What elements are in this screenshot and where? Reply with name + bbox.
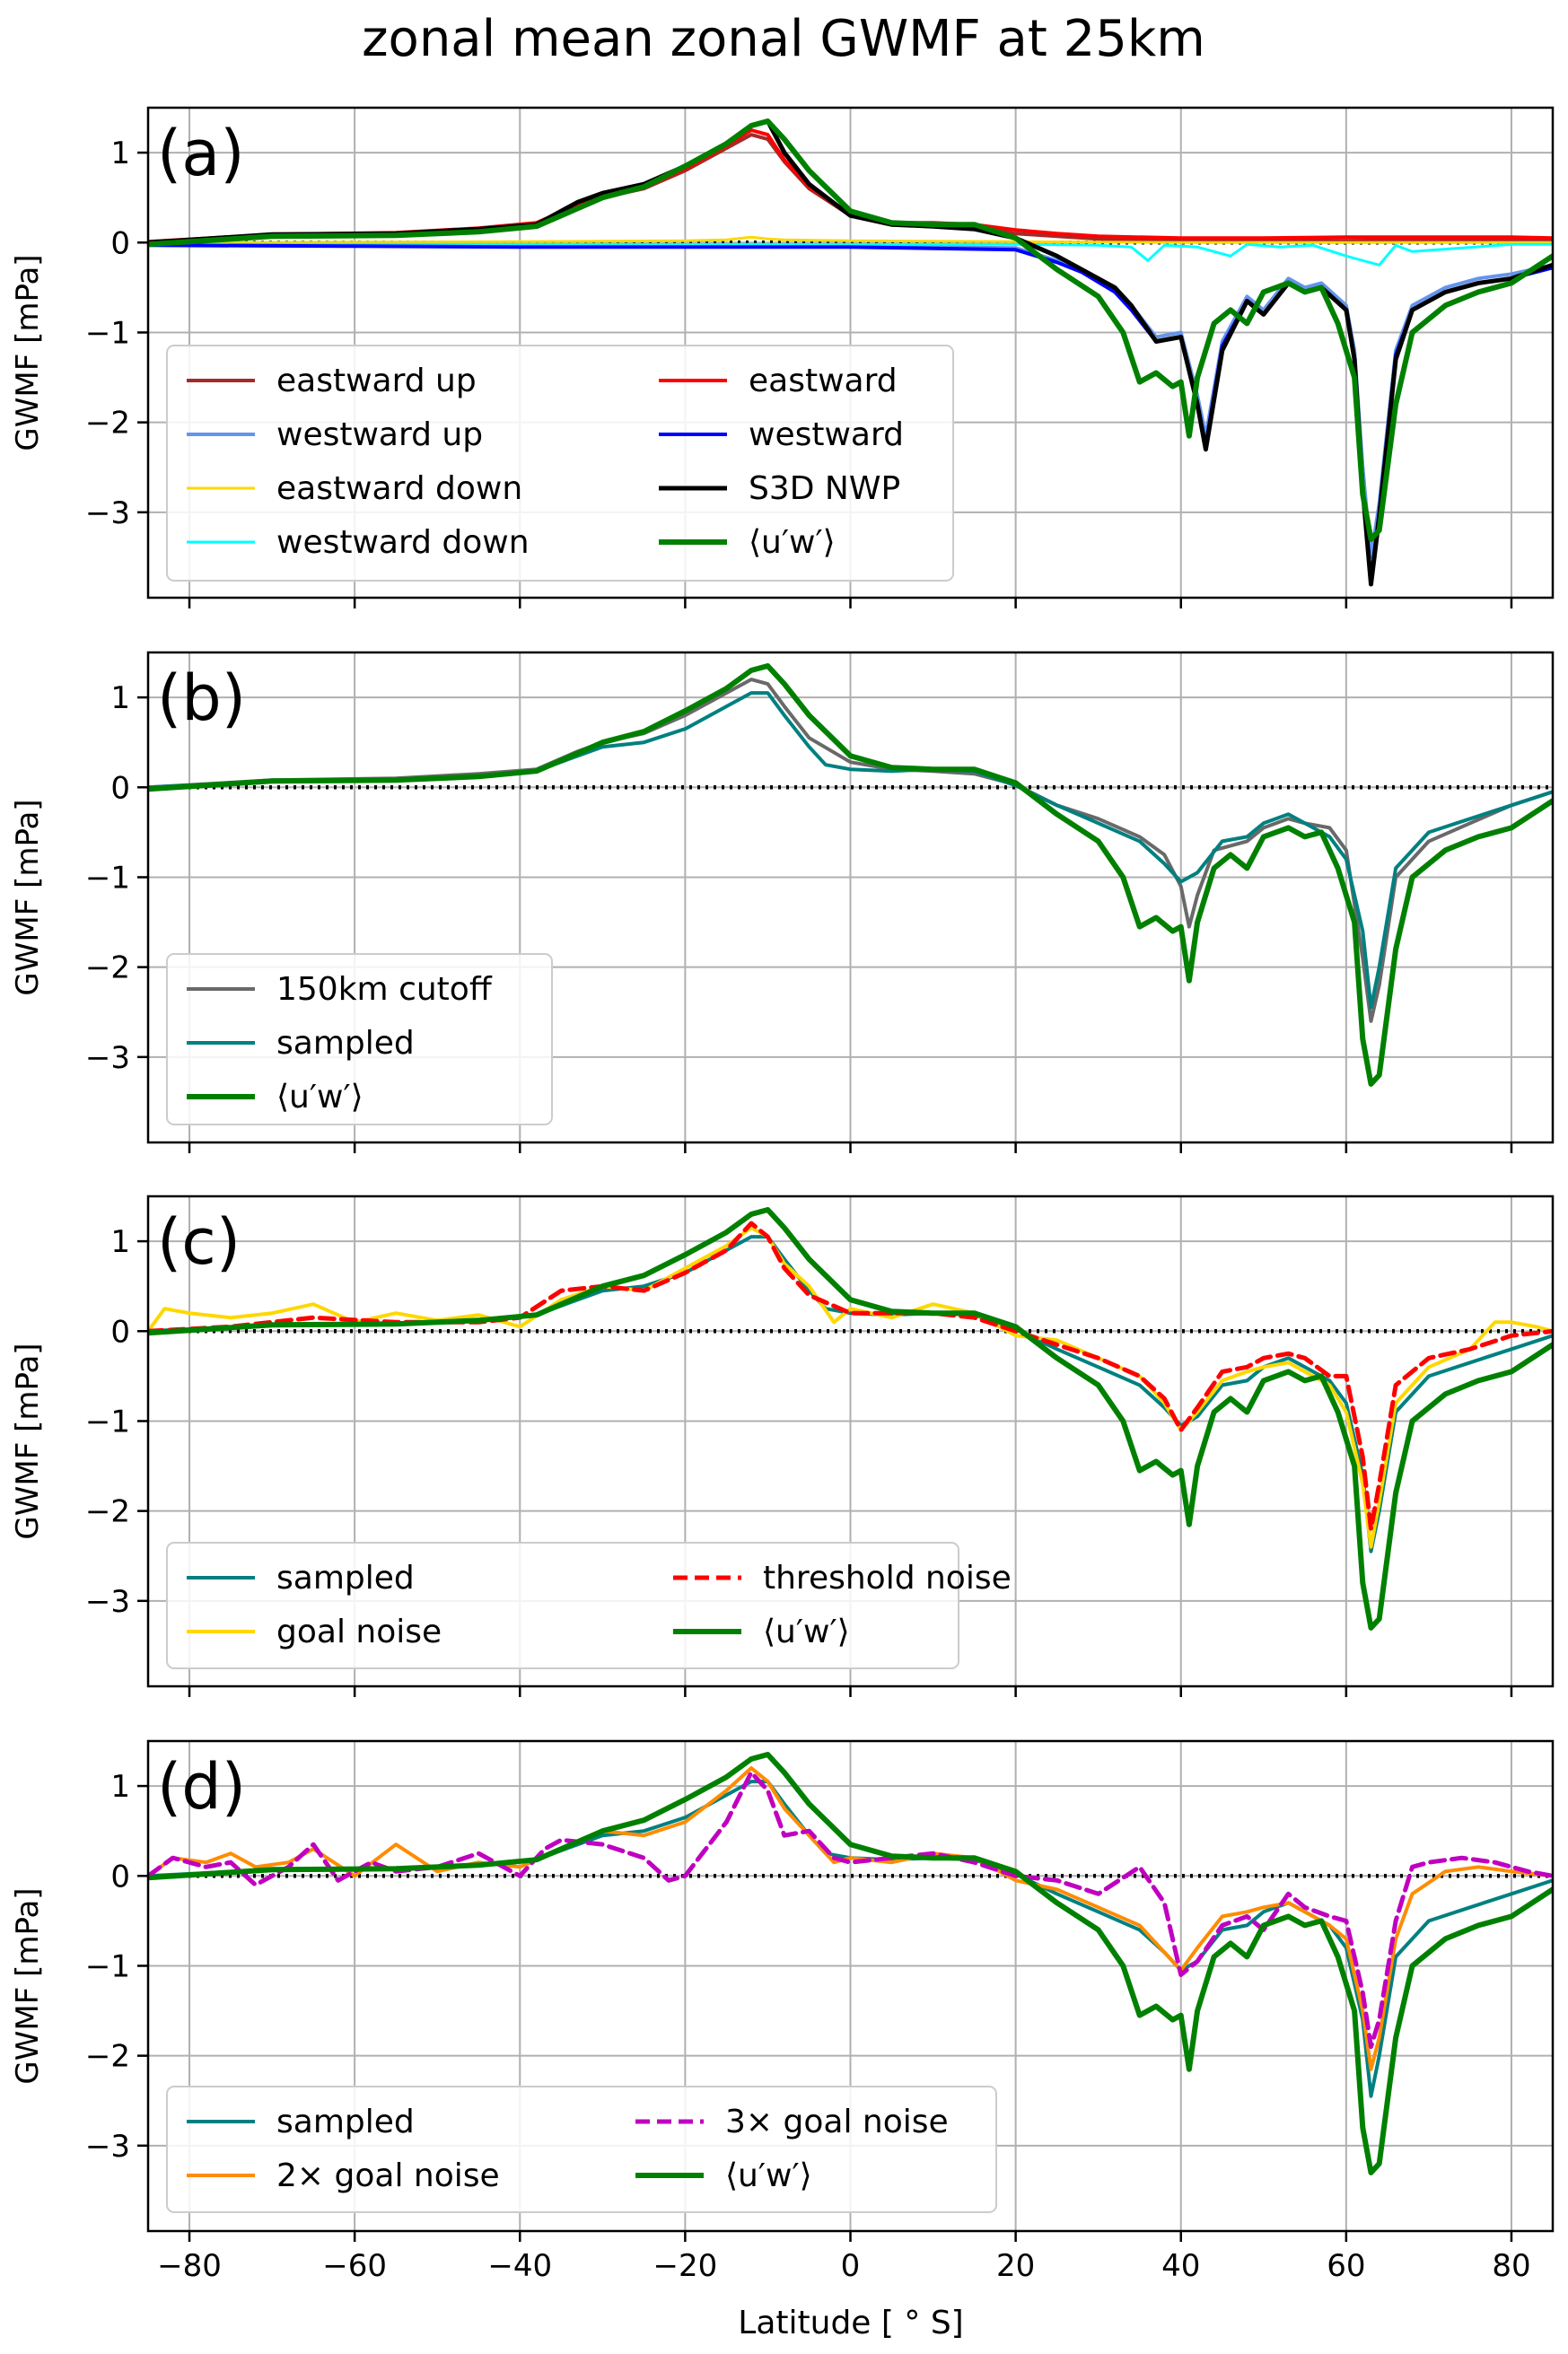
y-tick-label: 0	[110, 1859, 130, 1895]
panel-label: (b)	[157, 661, 246, 735]
series-group	[148, 1752, 1553, 2175]
legend-label: sampled	[276, 1025, 415, 1062]
y-tick-label: −2	[85, 950, 130, 986]
y-tick-label: 0	[110, 770, 130, 806]
legend-label: westward up	[276, 416, 483, 453]
series-line-4	[148, 1207, 1553, 1631]
y-tick-label: 1	[110, 1224, 130, 1260]
series-line-2	[148, 691, 1553, 1010]
y-tick-label: 1	[110, 1769, 130, 1805]
legend-label: ⟨u′w′⟩	[763, 1614, 850, 1650]
y-tick-label: −1	[85, 315, 130, 351]
x-tick-label: 20	[996, 2248, 1035, 2284]
y-tick-label: −3	[85, 2129, 130, 2165]
figure-title: zonal mean zonal GWMF at 25km	[362, 10, 1205, 68]
x-tick-label: −60	[322, 2248, 387, 2284]
y-axis-label: GWMF [mPa]	[10, 1887, 46, 2084]
y-tick-label: 1	[110, 680, 130, 716]
legend-frame	[166, 1542, 959, 1669]
legend-label: goal noise	[276, 1614, 442, 1650]
series-line-4	[148, 1752, 1553, 2175]
legend-label: ⟨u′w′⟩	[276, 1079, 364, 1116]
y-tick-label: −1	[85, 860, 130, 896]
series-group	[148, 118, 1553, 587]
legend-frame	[166, 953, 553, 1125]
panel-label: (a)	[157, 117, 245, 190]
y-tick-label: −1	[85, 1948, 130, 1984]
y-tick-label: −2	[85, 406, 130, 442]
series-line-4	[148, 242, 1553, 267]
y-tick-label: −3	[85, 495, 130, 531]
legend: sampled goal noise threshold noise ⟨u′w′⟩	[166, 1542, 1012, 1669]
legend-label: ⟨u′w′⟩	[725, 2157, 812, 2194]
legend-label: 3× goal noise	[725, 2104, 949, 2140]
x-tick-label: −20	[653, 2248, 717, 2284]
legend: eastward up westward up eastward down westw…	[166, 345, 954, 582]
y-axis-label: GWMF [mPa]	[10, 1343, 46, 1539]
series-line-3	[148, 235, 1553, 244]
legend: 150km cutoff sampled ⟨u′w′⟩	[166, 953, 553, 1125]
legend-label: 2× goal noise	[276, 2157, 500, 2194]
legend-label: S3D NWP	[749, 470, 900, 507]
y-axis-label: GWMF [mPa]	[10, 799, 46, 995]
panel-4: −80 −60 −40 −20 0 20 40 60 80 1 0 −1 −2 −3 GWMF [mPa] (…	[10, 1739, 1555, 2284]
x-tick-label: 0	[841, 2248, 861, 2284]
panel-3: 1 0 −1 −2 −3 GWMF [mPa] (c) sampled goal noise th…	[10, 1195, 1555, 1697]
legend-label: westward	[749, 416, 904, 453]
legend-label: sampled	[276, 2104, 415, 2140]
y-axis-label: GWMF [mPa]	[10, 254, 46, 451]
y-tick-label: −3	[85, 1040, 130, 1076]
y-tick-label: 0	[110, 1314, 130, 1350]
legend-label: westward down	[276, 524, 530, 561]
y-tick-label: 1	[110, 136, 130, 171]
legend-label: threshold noise	[763, 1560, 1012, 1597]
x-tick-label: 80	[1492, 2248, 1530, 2284]
panel-label: (d)	[157, 1750, 246, 1824]
legend-frame	[166, 2086, 997, 2213]
series-group	[148, 1207, 1553, 1631]
panels: 1 0 −1 −2 −3 GWMF [mPa] (a) eastward up westward…	[10, 106, 1555, 2284]
series-line-3	[148, 663, 1553, 1087]
legend-label: eastward down	[276, 470, 522, 507]
y-tick-label: −3	[85, 1584, 130, 1620]
series-line-3	[148, 1221, 1553, 1532]
panel-label: (c)	[157, 1205, 241, 1279]
legend-frame	[166, 345, 954, 582]
legend-label: ⟨u′w′⟩	[749, 524, 836, 561]
y-tick-label: −2	[85, 1494, 130, 1530]
legend-label: sampled	[276, 1560, 415, 1597]
x-tick-label: 40	[1161, 2248, 1200, 2284]
x-tick-label: −80	[157, 2248, 222, 2284]
panel-1: 1 0 −1 −2 −3 GWMF [mPa] (a) eastward up westward…	[10, 106, 1555, 608]
x-axis-label: Latitude [ ° S]	[738, 2305, 963, 2341]
legend-label: eastward up	[276, 363, 477, 399]
series-group	[148, 663, 1553, 1087]
x-tick-label: 60	[1327, 2248, 1365, 2284]
legend: sampled 2× goal noise 3× goal noise ⟨u′w′⟩	[166, 2086, 997, 2213]
x-tick-label: −40	[487, 2248, 552, 2284]
legend-label: eastward	[749, 363, 898, 399]
y-tick-label: −1	[85, 1404, 130, 1440]
y-tick-label: 0	[110, 225, 130, 261]
series-line-8	[148, 118, 1553, 542]
y-tick-label: −2	[85, 2039, 130, 2075]
panel-2: 1 0 −1 −2 −3 GWMF [mPa] (b) 150km cutoff sampled…	[10, 651, 1555, 1153]
legend-label: 150km cutoff	[276, 971, 493, 1008]
